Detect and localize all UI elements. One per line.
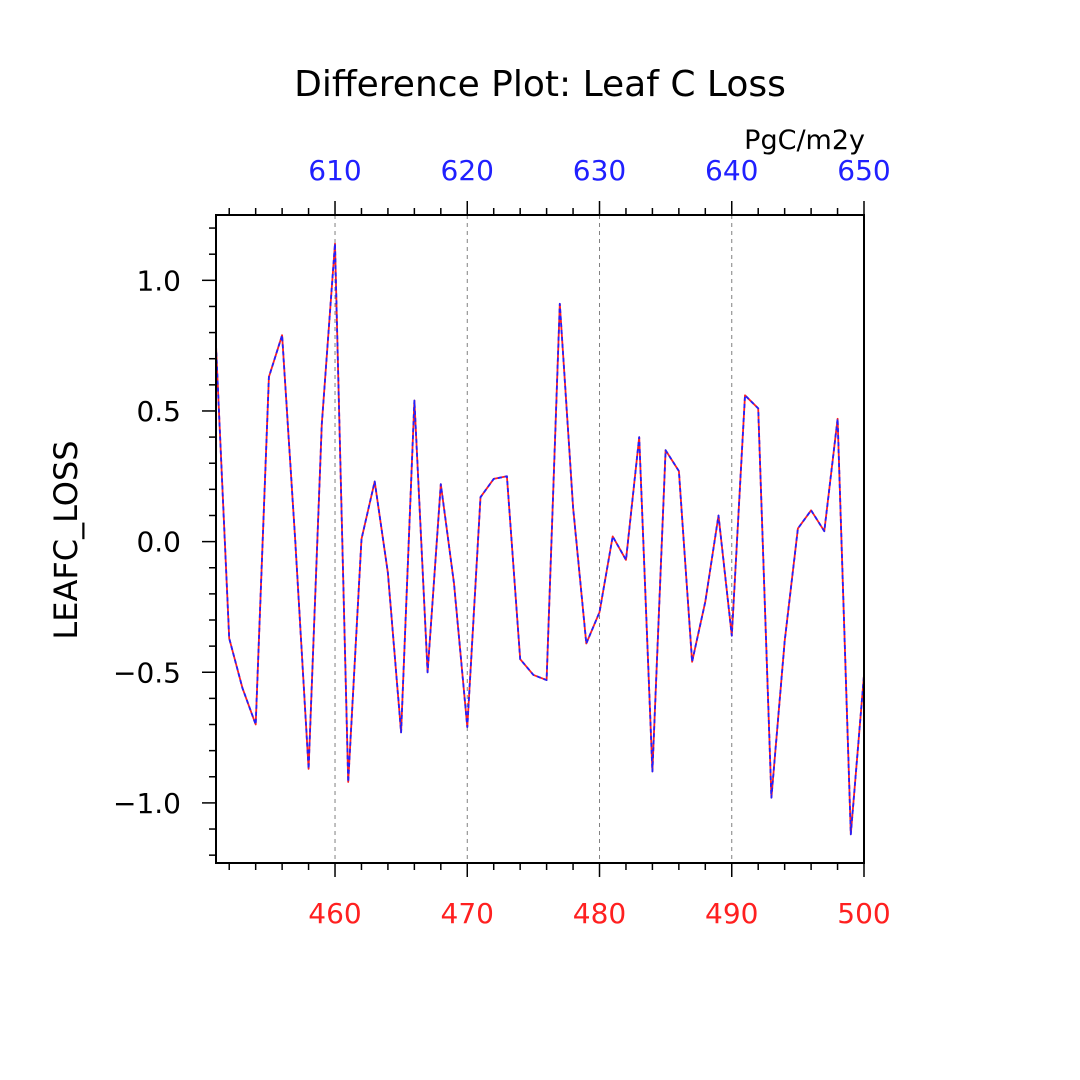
y-tick-label: −1.0 bbox=[113, 787, 181, 820]
x-bottom-tick-label: 480 bbox=[573, 897, 626, 930]
axis-ticks bbox=[202, 201, 865, 877]
x-bottom-tick-label: 490 bbox=[705, 897, 758, 930]
tick-labels: 460 470 480 490 500 610 620 630 640 650 1.0 0.5 0.0 −… bbox=[113, 154, 891, 930]
y-tick-label: −0.5 bbox=[113, 656, 181, 689]
x-bottom-tick-label: 460 bbox=[308, 897, 361, 930]
x-bottom-tick-label: 470 bbox=[441, 897, 494, 930]
y-axis-label: LEAFC_LOSS bbox=[47, 440, 85, 639]
plot-series bbox=[215, 242, 865, 836]
x-top-tick-label: 610 bbox=[308, 154, 361, 187]
plot-frame bbox=[215, 214, 865, 864]
x-top-tick-label: 630 bbox=[573, 154, 626, 187]
chart-title: Difference Plot: Leaf C Loss bbox=[294, 64, 786, 105]
series-line-1 bbox=[215, 242, 865, 836]
x-top-tick-label: 640 bbox=[705, 154, 758, 187]
series-line-2 bbox=[215, 242, 865, 836]
grid-lines bbox=[334, 215, 733, 863]
y-tick-label: 0.5 bbox=[136, 395, 181, 428]
y-tick-label: 1.0 bbox=[136, 264, 181, 297]
x-top-tick-label: 650 bbox=[837, 154, 890, 187]
units-label: PgC/m2y bbox=[744, 125, 865, 156]
x-top-tick-label: 620 bbox=[441, 154, 494, 187]
y-tick-label: 0.0 bbox=[136, 526, 181, 559]
x-bottom-tick-label: 500 bbox=[837, 897, 890, 930]
